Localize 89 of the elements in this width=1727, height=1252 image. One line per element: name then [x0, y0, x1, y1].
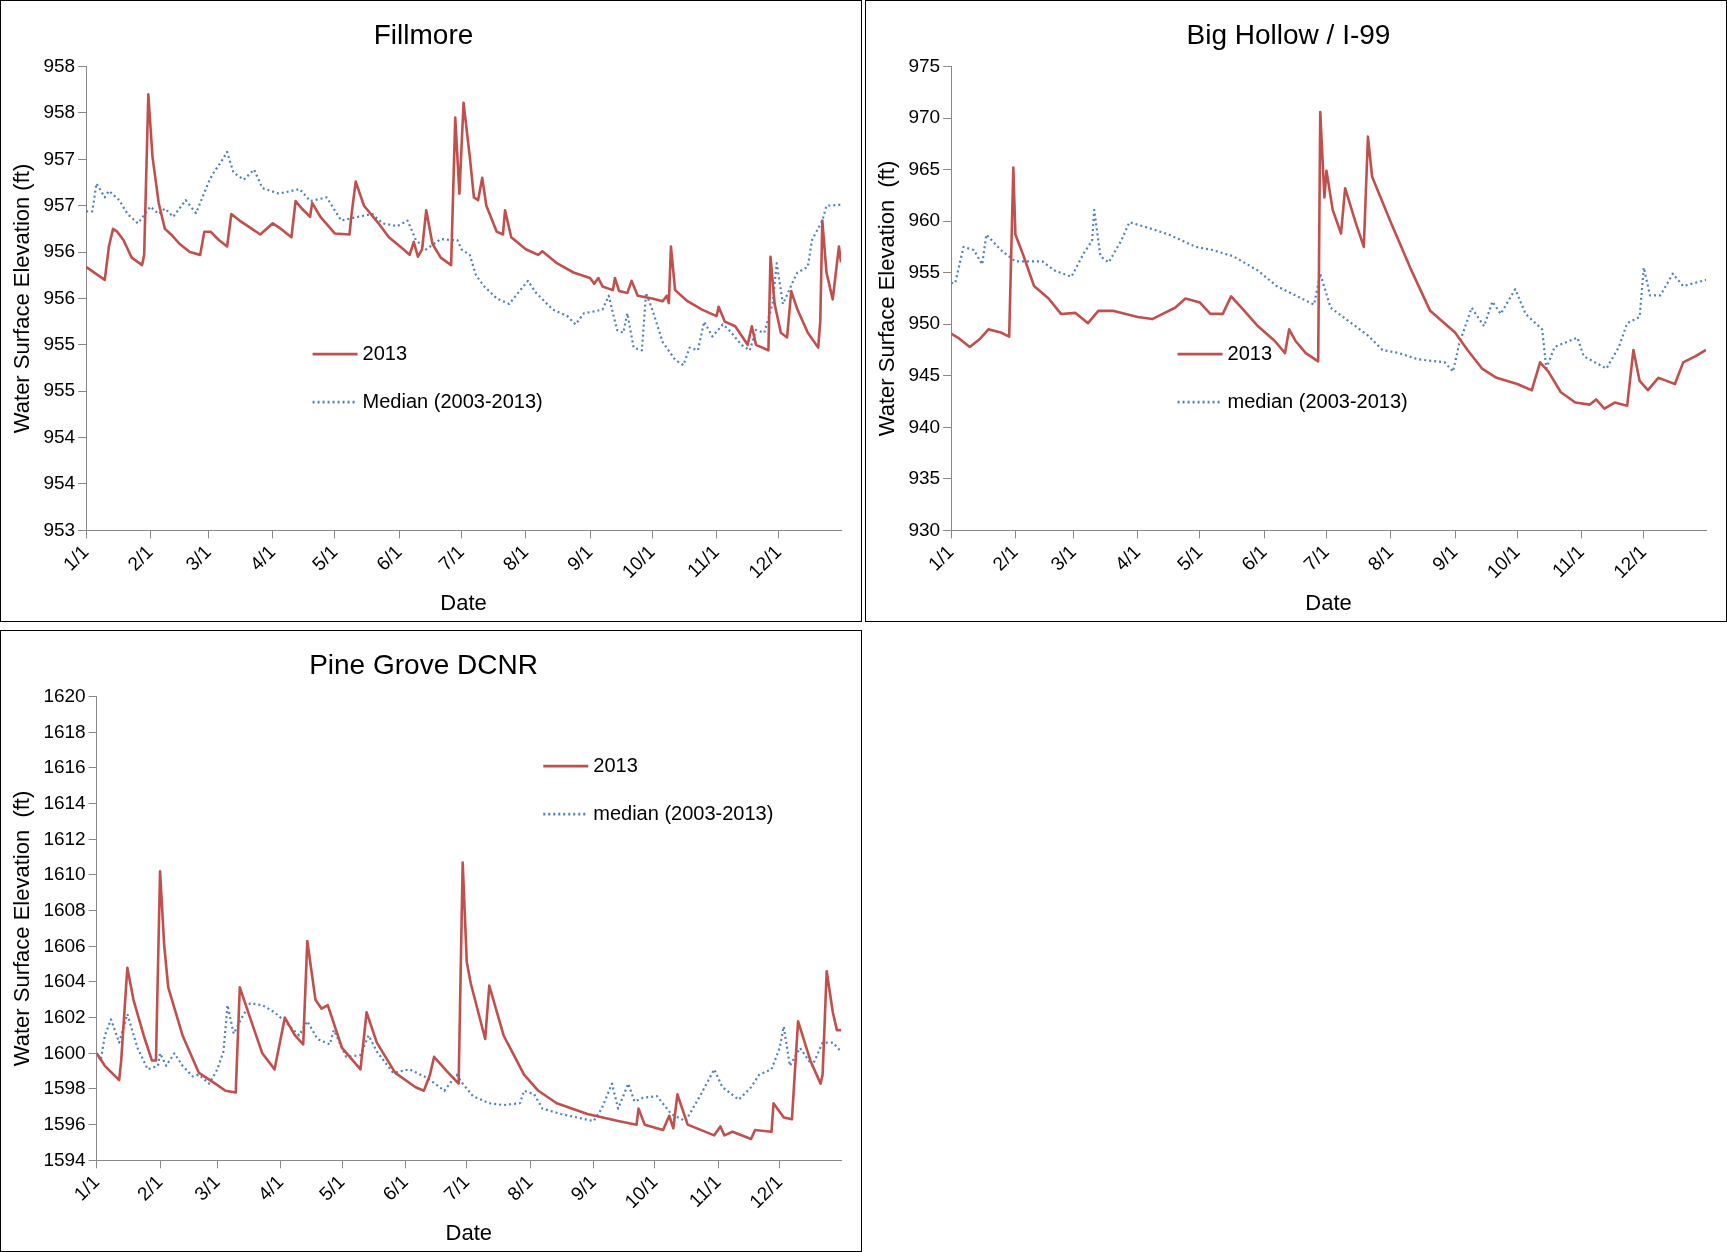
- y-tick-label: 970: [908, 106, 941, 128]
- x-tick-label: 1/1: [59, 541, 93, 575]
- x-tick-label: 7/1: [434, 541, 469, 575]
- x-tick-label: 5/1: [1172, 541, 1207, 575]
- y-tick-label: 954: [43, 425, 76, 447]
- x-tick-label: 6/1: [1237, 541, 1271, 575]
- y-axis-title: Water Surface Elevation (ft): [9, 163, 35, 434]
- chart-title: Big Hollow / I-99: [1186, 18, 1391, 50]
- x-tick-label: 2/1: [123, 541, 157, 575]
- y-tick-label: 1612: [43, 827, 86, 849]
- x-tick-label: 10/1: [1482, 541, 1524, 583]
- chart-title: Fillmore: [373, 18, 474, 50]
- x-axis-title: Date: [1305, 589, 1352, 615]
- y-tick-label: 960: [908, 209, 941, 231]
- y-tick-label: 958: [43, 101, 76, 123]
- y-tick-label: 953: [43, 518, 76, 540]
- x-tick-label: 7/1: [439, 1171, 474, 1205]
- y-tick-label: 957: [43, 193, 76, 215]
- x-tick-label: 6/1: [372, 541, 406, 575]
- y-tick-label: 965: [908, 157, 941, 179]
- chart-title: Pine Grove DCNR: [309, 648, 538, 680]
- x-tick-label: 8/1: [1363, 541, 1398, 575]
- legend-label: 2013: [1227, 341, 1273, 364]
- x-tick-label: 1/1: [924, 541, 958, 575]
- legend-label: Median (2003-2013): [362, 389, 543, 412]
- line-series: [951, 208, 1706, 373]
- x-tick-label: 12/1: [745, 1171, 787, 1213]
- x-tick-label: 2/1: [988, 541, 1022, 575]
- y-tick-label: 945: [908, 363, 941, 385]
- x-axis-title: Date: [445, 1219, 493, 1245]
- legend-label: 2013: [593, 753, 638, 776]
- legend-label: 2013: [362, 341, 408, 364]
- y-tick-label: 1602: [43, 1005, 86, 1027]
- y-tick-label: 940: [908, 415, 941, 437]
- x-tick-label: 11/1: [683, 541, 724, 582]
- x-tick-label: 11/1: [684, 1171, 725, 1212]
- x-tick-label: 6/1: [378, 1171, 412, 1205]
- y-tick-label: 1604: [43, 970, 87, 992]
- y-tick-label: 1598: [43, 1077, 86, 1099]
- x-tick-label: 5/1: [315, 1171, 349, 1205]
- x-tick-label: 8/1: [503, 1171, 537, 1205]
- x-tick-label: 3/1: [181, 541, 215, 575]
- x-tick-label: 5/1: [307, 541, 342, 575]
- x-tick-label: 10/1: [617, 541, 659, 583]
- y-tick-label: 1594: [43, 1148, 87, 1170]
- y-tick-label: 930: [908, 518, 941, 540]
- y-tick-label: 1614: [43, 791, 87, 813]
- y-tick-label: 958: [43, 54, 76, 76]
- x-tick-label: 4/1: [253, 1171, 288, 1205]
- x-tick-label: 3/1: [1046, 541, 1080, 575]
- y-tick-label: 954: [43, 472, 76, 494]
- line-series: [86, 150, 841, 367]
- y-tick-label: 957: [43, 147, 76, 169]
- y-tick-label: 1618: [43, 720, 86, 742]
- y-tick-label: 1610: [43, 863, 86, 885]
- legend-label: median (2003-2013): [1227, 389, 1408, 412]
- x-axis-title: Date: [440, 589, 487, 615]
- x-tick-label: 1/1: [69, 1171, 104, 1205]
- y-tick-label: 1600: [43, 1041, 86, 1063]
- y-tick-label: 956: [43, 286, 76, 308]
- y-tick-label: 1606: [43, 934, 86, 956]
- y-tick-label: 955: [43, 333, 76, 355]
- x-tick-label: 10/1: [620, 1171, 662, 1213]
- y-tick-label: 935: [908, 467, 941, 489]
- y-tick-label: 1620: [43, 684, 86, 706]
- y-tick-label: 1608: [43, 898, 86, 920]
- y-tick-label: 950: [908, 312, 941, 334]
- x-tick-label: 2/1: [133, 1171, 167, 1205]
- y-tick-label: 975: [908, 54, 941, 76]
- x-tick-label: 9/1: [1428, 541, 1462, 575]
- y-tick-label: 1596: [43, 1112, 86, 1134]
- x-tick-label: 9/1: [563, 541, 597, 575]
- y-tick-label: 955: [908, 260, 941, 282]
- line-series: [96, 1002, 841, 1123]
- y-axis-title: Water Surface Elevation (ft): [9, 790, 35, 1067]
- legend-label: median (2003-2013): [593, 801, 774, 824]
- y-tick-label: 956: [43, 240, 76, 262]
- x-tick-label: 11/1: [1548, 541, 1589, 582]
- y-axis-title: Water Surface Elevation (ft): [874, 160, 900, 437]
- x-tick-label: 4/1: [245, 541, 280, 575]
- x-tick-label: 7/1: [1299, 541, 1334, 575]
- y-tick-label: 955: [43, 379, 76, 401]
- x-tick-label: 8/1: [498, 541, 533, 575]
- x-tick-label: 3/1: [190, 1171, 224, 1205]
- x-tick-label: 9/1: [566, 1171, 601, 1205]
- y-tick-label: 1616: [43, 756, 86, 778]
- x-tick-label: 12/1: [744, 541, 786, 583]
- x-tick-label: 4/1: [1110, 541, 1145, 575]
- x-tick-label: 12/1: [1609, 541, 1651, 583]
